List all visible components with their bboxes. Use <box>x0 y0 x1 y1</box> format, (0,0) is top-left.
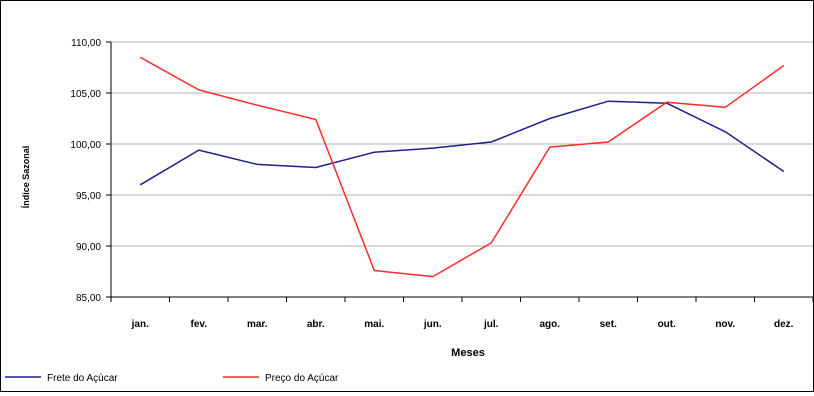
y-tick-label: 85,00 <box>76 293 101 304</box>
series-lines <box>139 56 785 278</box>
x-tick-label: mar. <box>247 319 268 330</box>
x-tick-label: jan. <box>131 319 149 330</box>
x-tick-labels: jan. fev. mar. abr. mai. jun. jul. ago. set. out.… <box>131 319 794 330</box>
x-tick-label: jun. <box>423 319 442 330</box>
x-tick-label: mai. <box>364 319 384 330</box>
y-tick-label: 100,00 <box>70 140 101 151</box>
gridlines <box>111 41 813 247</box>
x-tick-label: set. <box>600 319 617 330</box>
legend-label: Frete do Açúcar <box>47 373 118 384</box>
x-tick-label: out. <box>658 319 677 330</box>
x-tick-label: dez. <box>774 319 794 330</box>
legend-label: Preço do Açúcar <box>265 373 339 384</box>
y-tick-labels: 85,00 90,00 95,00 100,00 105,00 110,00 <box>70 38 101 304</box>
legend: Frete do Açúcar Preço do Açúcar <box>5 373 339 384</box>
axes <box>106 41 814 302</box>
y-tick-label: 95,00 <box>76 191 101 202</box>
x-tick-label: nov. <box>715 319 735 330</box>
x-axis-label: Meses <box>451 347 485 359</box>
series-line-preco <box>139 56 785 278</box>
y-tick-label: 105,00 <box>70 89 101 100</box>
x-tick-label: jul. <box>483 319 499 330</box>
y-tick-label: 90,00 <box>76 242 101 253</box>
x-tick-label: fev. <box>191 319 208 330</box>
x-tick-label: abr. <box>307 319 325 330</box>
y-tick-label: 110,00 <box>71 38 101 49</box>
series-line-frete <box>139 100 785 186</box>
y-axis-label: Índice Sazonal <box>21 146 31 209</box>
x-tick-label: ago. <box>539 319 560 330</box>
